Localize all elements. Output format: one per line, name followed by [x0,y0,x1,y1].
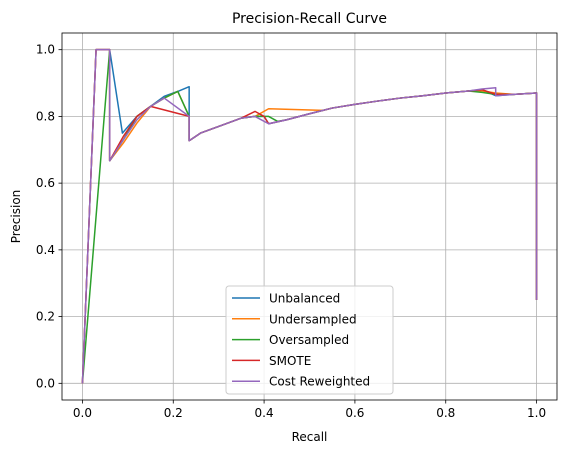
x-tick-label: 0.8 [436,406,455,420]
x-tick-label: 0.0 [73,406,92,420]
x-tick-label: 0.6 [345,406,364,420]
y-tick-label: 0.8 [36,109,55,123]
legend: Unbalanced Undersampled Oversampled SMOTE Co… [225,285,394,395]
y-axis-ticks: 0.0 0.2 0.4 0.6 0.8 1.0 [36,43,62,390]
y-tick-label: 1.0 [36,43,55,57]
y-tick-label: 0.2 [36,310,55,324]
y-tick-label: 0.4 [36,243,55,257]
y-axis-title: Precision [9,190,23,244]
chart-title: Precision-Recall Curve [232,11,387,27]
legend-box [225,285,394,395]
legend-entry: Oversampled [269,333,349,347]
plot-frame [61,32,558,401]
x-tick-label: 0.4 [255,406,274,420]
x-axis-ticks: 0.0 0.2 0.4 0.6 0.8 1.0 [73,400,546,420]
series-lines [81,48,538,384]
legend-entry: SMOTE [269,354,311,368]
y-tick-label: 0.6 [36,176,55,190]
x-tick-label: 1.0 [527,406,546,420]
y-tick-label: 0.0 [36,376,55,390]
x-axis-title: Recall [292,430,328,444]
legend-entry: Unbalanced [269,292,340,306]
legend-entry: Undersampled [269,312,357,326]
x-tick-label: 0.2 [164,406,183,420]
legend-entry: Cost Reweighted [269,375,370,389]
series-line-cost-reweighted [81,48,538,384]
